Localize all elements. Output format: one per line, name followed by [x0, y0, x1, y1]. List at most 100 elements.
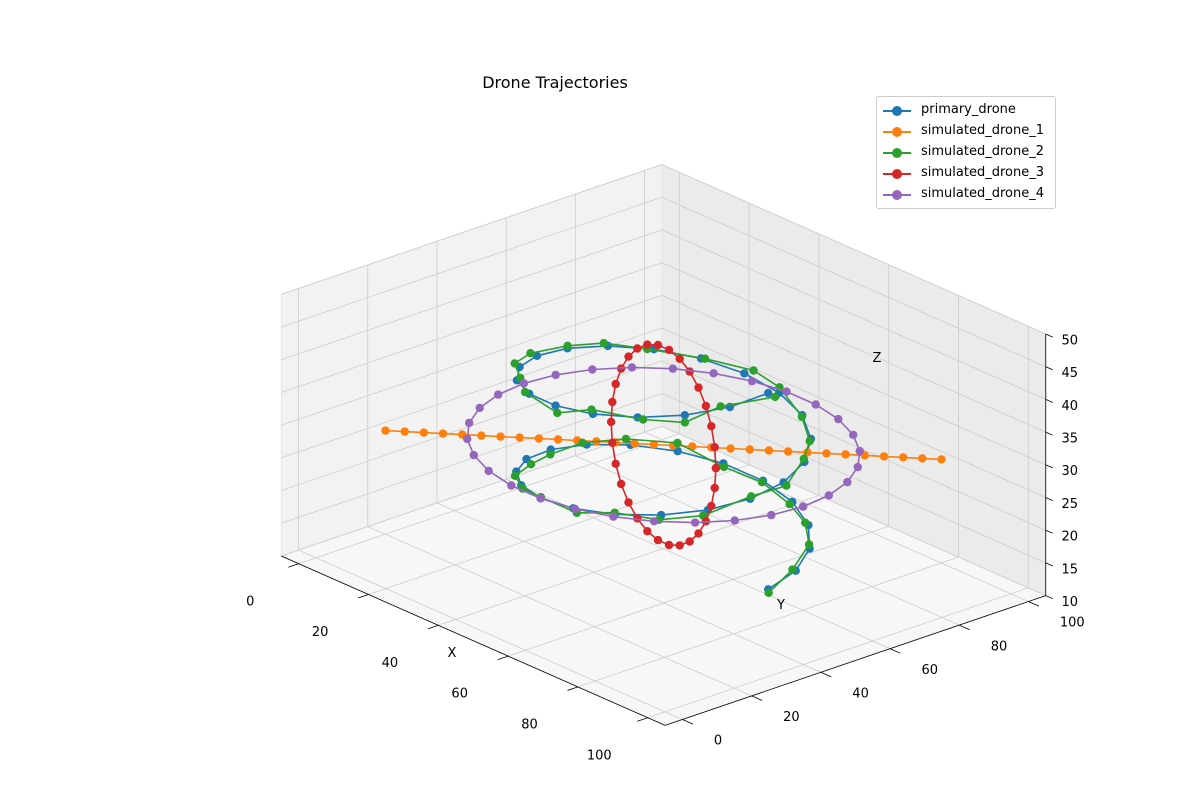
grid-line-x	[577, 556, 959, 688]
data-point	[675, 354, 684, 363]
data-point	[700, 354, 710, 363]
data-point	[606, 417, 616, 427]
data-point	[653, 535, 663, 545]
data-point	[782, 481, 791, 490]
grid-line-z	[661, 262, 1046, 433]
grid-line-y	[575, 455, 960, 626]
grid-line-x	[298, 433, 680, 565]
y-tick-mark	[1028, 601, 1040, 607]
grid-line-z	[661, 196, 1046, 368]
data-point	[675, 541, 684, 550]
data-point	[711, 463, 721, 473]
data-point	[824, 491, 833, 500]
legend-item-simulated_drone_4: simulated_drone_4	[877, 184, 1055, 205]
z-axis-label: Z	[873, 351, 882, 366]
legend-marker	[892, 127, 902, 137]
data-point	[673, 438, 682, 448]
data-point	[611, 459, 620, 468]
x-tick-mark	[497, 655, 509, 661]
legend-item-simulated_drone_1: simulated_drone_1	[877, 121, 1055, 142]
legend-label: simulated_drone_4	[921, 186, 1044, 201]
data-point	[643, 527, 652, 536]
series-simulated_drone_3	[606, 340, 721, 550]
legend-marker	[892, 148, 902, 158]
data-point	[507, 481, 516, 490]
data-point	[855, 446, 864, 456]
z-tick-label: 15	[1062, 562, 1079, 577]
data-point	[563, 341, 572, 350]
y-tick-label: 40	[852, 687, 869, 702]
grid-line-z	[281, 327, 662, 459]
data-point	[400, 427, 409, 436]
z-tick-mark	[1045, 431, 1053, 436]
grid-line-x	[368, 464, 750, 595]
z-tick-label: 20	[1062, 530, 1079, 545]
data-point	[716, 402, 725, 411]
data-point	[633, 344, 642, 353]
data-point	[843, 477, 852, 487]
x-tick-mark	[427, 624, 439, 630]
data-point	[519, 379, 529, 388]
data-point	[822, 449, 831, 458]
data-point	[834, 414, 843, 424]
data-point	[757, 478, 767, 487]
data-point	[849, 430, 858, 440]
y-tick-label: 80	[991, 639, 1008, 654]
data-point	[664, 540, 674, 550]
data-point	[804, 540, 814, 549]
data-point	[551, 370, 560, 380]
data-point	[918, 454, 927, 463]
grid-line-z	[281, 425, 662, 557]
data-point	[510, 471, 520, 480]
data-point	[546, 450, 555, 459]
legend-marker	[892, 106, 902, 116]
grid-line-y	[367, 526, 752, 697]
z-tick-mark	[1045, 497, 1053, 501]
x-tick-mark	[288, 563, 299, 568]
z-tick-label: 10	[1062, 595, 1079, 610]
data-point	[438, 429, 448, 438]
data-point	[578, 438, 587, 447]
y-tick-label: 20	[783, 710, 800, 725]
grid-line-z	[661, 360, 1046, 531]
x-tick-label: 60	[451, 687, 468, 702]
y-axis-line	[665, 595, 1046, 726]
legend-label: primary_drone	[921, 102, 1016, 117]
data-point	[611, 379, 620, 389]
data-point	[767, 510, 776, 520]
data-point	[616, 479, 626, 489]
data-point	[633, 514, 642, 523]
data-point	[469, 450, 478, 460]
data-point	[484, 466, 493, 476]
z-tick-label: 30	[1062, 464, 1079, 479]
series-layer	[381, 338, 946, 597]
chart-title: Drone Trajectories	[482, 73, 628, 92]
data-point	[841, 450, 850, 459]
series-simulated_drone_4	[463, 363, 864, 527]
data-point	[811, 400, 820, 409]
data-point	[749, 366, 758, 375]
data-point	[630, 439, 639, 448]
data-point	[532, 351, 542, 360]
data-point	[764, 588, 773, 597]
data-point	[570, 504, 580, 514]
x-tick-label: 20	[312, 625, 329, 640]
data-point	[694, 529, 703, 538]
data-point	[805, 437, 814, 446]
data-point	[785, 499, 794, 509]
data-point	[685, 367, 694, 376]
data-point	[496, 432, 505, 441]
data-point	[707, 501, 716, 511]
data-point	[782, 387, 791, 396]
z-tick-label: 40	[1062, 399, 1079, 414]
data-point	[588, 365, 597, 374]
grid-line-z	[281, 262, 662, 393]
data-point	[747, 492, 756, 501]
data-point	[624, 498, 633, 507]
data-point	[608, 397, 617, 407]
data-point	[771, 392, 780, 402]
x-axis-line	[281, 555, 666, 726]
data-point	[494, 390, 503, 399]
data-point	[710, 483, 719, 493]
